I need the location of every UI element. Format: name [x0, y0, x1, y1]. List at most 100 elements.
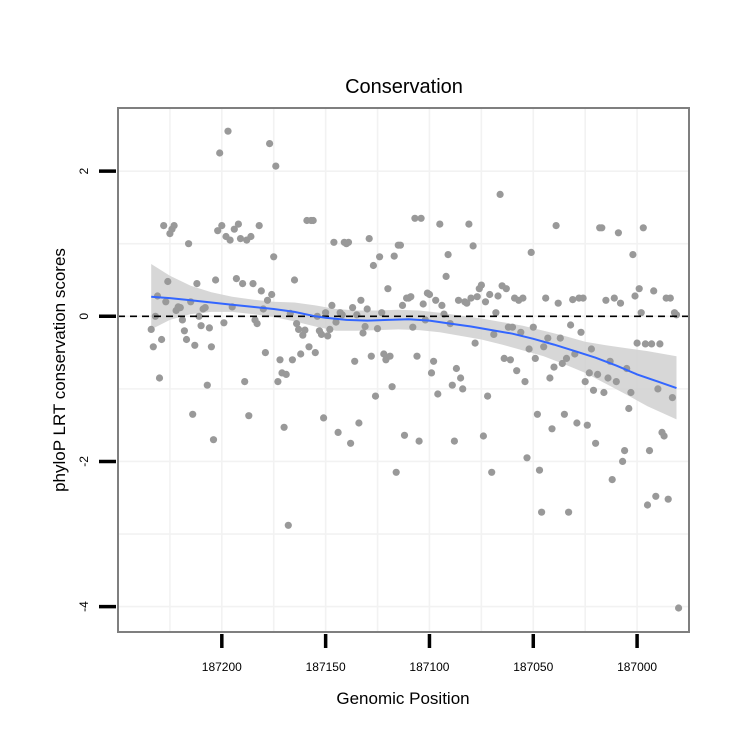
data-point — [463, 299, 471, 307]
data-point — [527, 248, 535, 256]
data-point — [261, 349, 269, 357]
data-point — [467, 294, 475, 302]
data-point — [253, 320, 261, 328]
y-axis: 2 0 -2 -4 — [77, 167, 116, 612]
data-point — [573, 419, 581, 427]
confidence-band — [151, 264, 677, 420]
data-point — [400, 431, 409, 439]
data-point — [641, 340, 650, 348]
data-point — [627, 388, 635, 397]
data-point — [471, 339, 479, 347]
data-point — [149, 343, 157, 351]
data-point — [452, 364, 460, 373]
data-point — [550, 363, 558, 371]
data-point — [594, 370, 602, 378]
data-point — [552, 222, 560, 230]
data-point — [361, 322, 369, 331]
data-point — [415, 437, 423, 445]
data-point — [442, 272, 450, 280]
data-point — [432, 296, 440, 304]
data-point — [224, 127, 232, 135]
data-point — [544, 334, 552, 342]
data-point — [207, 343, 215, 351]
data-point — [203, 381, 211, 389]
data-point — [459, 385, 467, 393]
data-point — [293, 320, 301, 328]
data-point — [548, 425, 556, 433]
data-point — [554, 299, 562, 307]
data-point — [290, 276, 299, 284]
data-point — [656, 340, 664, 348]
data-point — [155, 374, 164, 382]
data-point — [484, 392, 492, 400]
data-point — [643, 501, 652, 509]
data-point — [523, 454, 531, 462]
data-point — [334, 428, 342, 436]
data-point — [191, 341, 199, 349]
y-tick-label: 2 — [77, 167, 91, 174]
data-point — [579, 294, 587, 302]
data-point — [347, 439, 355, 447]
data-point — [365, 235, 373, 243]
data-point — [425, 290, 434, 299]
data-point — [411, 214, 419, 222]
data-point — [367, 352, 375, 360]
data-point — [390, 252, 398, 260]
data-point — [276, 356, 284, 364]
data-point — [363, 305, 371, 313]
data-point — [380, 350, 388, 358]
data-point — [351, 357, 359, 365]
data-point — [311, 349, 319, 357]
data-point — [672, 311, 681, 319]
data-point — [330, 238, 338, 246]
data-point — [378, 309, 386, 317]
data-point — [147, 325, 155, 333]
data-point — [612, 378, 620, 386]
data-point — [309, 216, 317, 225]
data-point — [386, 352, 394, 360]
data-point — [257, 287, 265, 295]
data-point — [263, 296, 272, 304]
plot-border — [117, 107, 690, 633]
data-point — [660, 432, 668, 440]
data-point — [675, 604, 683, 612]
data-point — [502, 285, 510, 293]
data-point — [434, 390, 442, 398]
data-point — [158, 335, 166, 344]
data-point — [529, 323, 537, 331]
data-point — [280, 423, 288, 431]
data-point — [170, 222, 178, 230]
data-point — [301, 326, 309, 334]
data-point — [359, 329, 367, 337]
data-point — [230, 225, 238, 233]
data-point — [519, 294, 527, 302]
data-point — [357, 296, 365, 304]
data-point — [332, 318, 340, 326]
data-point — [226, 236, 234, 244]
data-point — [189, 410, 197, 418]
data-point — [521, 378, 529, 386]
data-point — [373, 325, 382, 333]
data-point — [417, 214, 425, 222]
data-point — [344, 238, 353, 246]
data-point — [185, 240, 193, 248]
data-point — [182, 335, 191, 344]
data-point — [610, 294, 618, 302]
data-point — [492, 309, 500, 317]
data-point — [371, 392, 380, 400]
y-tick-label: -4 — [77, 601, 91, 612]
data-point — [454, 296, 463, 304]
data-point — [469, 242, 477, 250]
data-point — [625, 404, 633, 413]
chart-title: Conservation — [345, 76, 463, 98]
data-point — [369, 261, 377, 270]
data-point — [629, 251, 637, 259]
data-point — [486, 290, 494, 299]
data-point — [448, 381, 456, 389]
data-point — [666, 294, 674, 302]
data-point — [232, 275, 240, 283]
data-point — [592, 439, 600, 447]
data-point — [438, 301, 446, 309]
x-tick-label: 187200 — [202, 660, 242, 674]
data-point — [255, 222, 263, 230]
